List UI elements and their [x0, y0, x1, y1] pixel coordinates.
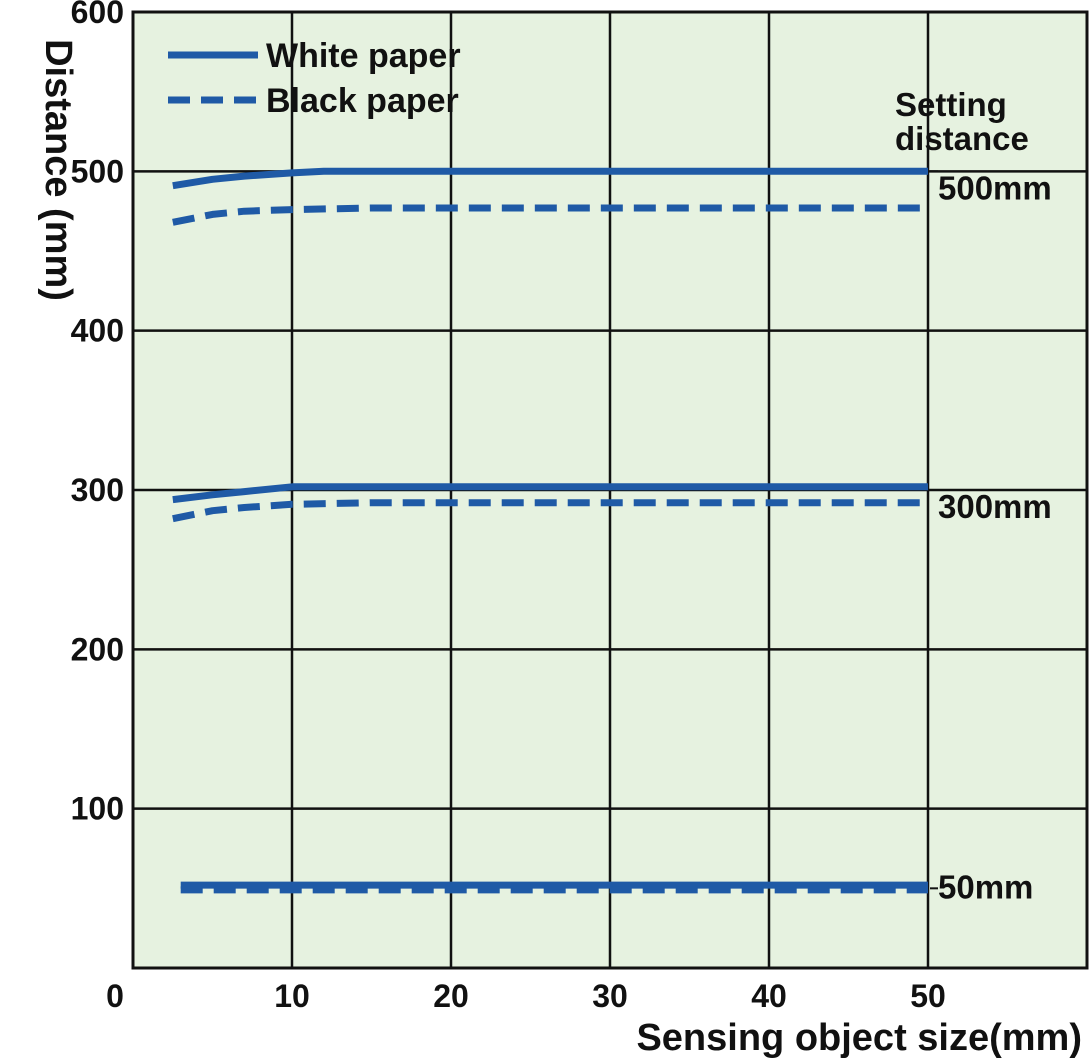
- x-tick-label-20: 20: [433, 978, 469, 1014]
- y-tick-label-200: 200: [71, 631, 124, 667]
- legend-label-black-paper: Black paper: [266, 82, 459, 120]
- annotation-label-50mm: 50mm: [938, 868, 1033, 905]
- series-white-paper-300mm: [172, 483, 928, 504]
- annotation-label-300mm: 300mm: [938, 488, 1052, 525]
- annotation-label-500mm: 500mm: [938, 169, 1052, 206]
- y-tick-label-300: 300: [71, 472, 124, 508]
- y-tick-label-400: 400: [71, 313, 124, 349]
- legend: White paper Black paper: [168, 37, 461, 120]
- setting-distance-header-line2: distance: [895, 120, 1029, 157]
- y-tick-label-500: 500: [71, 153, 124, 189]
- series-black-paper-500mm: [172, 204, 928, 226]
- x-tick-label-10: 10: [274, 978, 310, 1014]
- x-tick-label-50: 50: [910, 978, 946, 1014]
- plot-frame: [131, 10, 1089, 970]
- series-layer: [172, 167, 928, 894]
- y-tick-label-600: 600: [71, 0, 124, 30]
- x-tick-label-0: 0: [106, 978, 124, 1014]
- x-tick-label-30: 30: [592, 978, 628, 1014]
- setting-distance-header-line1: Setting: [895, 86, 1007, 123]
- legend-label-white-paper: White paper: [266, 37, 461, 75]
- x-axis-title: Sensing object size(mm): [636, 1017, 1082, 1059]
- setting-distance-annotations: Setting distance 500mm 300mm 50mm: [895, 86, 1052, 905]
- x-tick-label-40: 40: [751, 978, 787, 1014]
- y-axis-title: Distance (mm): [37, 39, 79, 301]
- tick-labels: 0 10 20 30 40 50 100 200 300 400 500 600: [71, 0, 946, 1014]
- series-white-paper-500mm: [172, 167, 928, 190]
- series-black-paper-300mm: [172, 499, 928, 523]
- y-tick-label-100: 100: [71, 791, 124, 827]
